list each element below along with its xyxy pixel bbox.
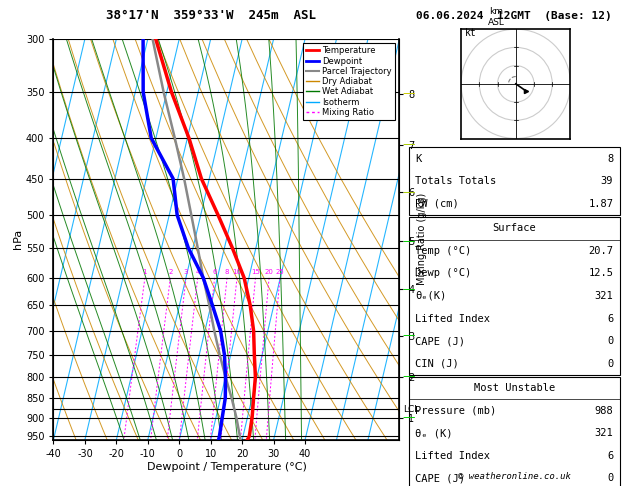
Text: Dewp (°C): Dewp (°C) xyxy=(415,268,471,278)
Y-axis label: hPa: hPa xyxy=(13,229,23,249)
Text: 12.5: 12.5 xyxy=(588,268,613,278)
Text: 25: 25 xyxy=(276,269,284,275)
Text: 20: 20 xyxy=(265,269,274,275)
Text: 39: 39 xyxy=(601,176,613,186)
Text: CIN (J): CIN (J) xyxy=(415,359,459,369)
Text: Most Unstable: Most Unstable xyxy=(474,383,555,393)
Text: —: — xyxy=(403,283,415,295)
Text: K: K xyxy=(415,154,421,164)
Text: 20.7: 20.7 xyxy=(588,246,613,256)
Text: 0: 0 xyxy=(607,473,613,484)
Text: 0: 0 xyxy=(607,359,613,369)
Text: 2: 2 xyxy=(168,269,172,275)
Text: 1.87: 1.87 xyxy=(588,199,613,209)
Text: —: — xyxy=(403,87,415,101)
Text: kt: kt xyxy=(465,29,477,38)
Text: 4: 4 xyxy=(196,269,200,275)
Text: Pressure (mb): Pressure (mb) xyxy=(415,406,496,416)
Text: —: — xyxy=(403,370,415,383)
Text: 6: 6 xyxy=(213,269,217,275)
Text: CAPE (J): CAPE (J) xyxy=(415,473,465,484)
Text: 0: 0 xyxy=(607,336,613,346)
Legend: Temperature, Dewpoint, Parcel Trajectory, Dry Adiabat, Wet Adiabat, Isotherm, Mi: Temperature, Dewpoint, Parcel Trajectory… xyxy=(303,43,395,120)
Text: Lifted Index: Lifted Index xyxy=(415,313,490,324)
X-axis label: Dewpoint / Temperature (°C): Dewpoint / Temperature (°C) xyxy=(147,462,306,471)
Text: —: — xyxy=(403,411,415,424)
Text: —: — xyxy=(403,235,415,248)
Text: 1: 1 xyxy=(143,269,147,275)
Text: 8: 8 xyxy=(225,269,230,275)
Text: PW (cm): PW (cm) xyxy=(415,199,459,209)
Text: 15: 15 xyxy=(251,269,260,275)
Text: 38°17'N  359°33'W  245m  ASL: 38°17'N 359°33'W 245m ASL xyxy=(106,9,316,22)
Bar xyxy=(409,377,620,486)
Text: θₑ(K): θₑ(K) xyxy=(415,291,447,301)
Text: 321: 321 xyxy=(594,291,613,301)
Text: © weatheronline.co.uk: © weatheronline.co.uk xyxy=(458,472,571,481)
Text: 3: 3 xyxy=(184,269,188,275)
Text: 6: 6 xyxy=(607,313,613,324)
Text: CAPE (J): CAPE (J) xyxy=(415,336,465,346)
Text: 06.06.2024  12GMT  (Base: 12): 06.06.2024 12GMT (Base: 12) xyxy=(416,11,612,21)
Text: LCL: LCL xyxy=(403,404,419,414)
Text: Surface: Surface xyxy=(493,223,536,233)
Text: 6: 6 xyxy=(607,451,613,461)
Text: 988: 988 xyxy=(594,406,613,416)
Text: 10: 10 xyxy=(233,269,242,275)
Text: —: — xyxy=(403,330,415,342)
Text: km
ASL: km ASL xyxy=(488,7,504,27)
Text: Lifted Index: Lifted Index xyxy=(415,451,490,461)
Text: θₑ (K): θₑ (K) xyxy=(415,428,453,438)
Text: 8: 8 xyxy=(607,154,613,164)
Bar xyxy=(409,217,620,375)
Text: Temp (°C): Temp (°C) xyxy=(415,246,471,256)
Text: Totals Totals: Totals Totals xyxy=(415,176,496,186)
Bar xyxy=(409,147,620,215)
Text: 321: 321 xyxy=(594,428,613,438)
Text: —: — xyxy=(403,139,415,151)
Y-axis label: Mixing Ratio (g/kg): Mixing Ratio (g/kg) xyxy=(418,193,428,285)
Text: —: — xyxy=(403,186,415,199)
